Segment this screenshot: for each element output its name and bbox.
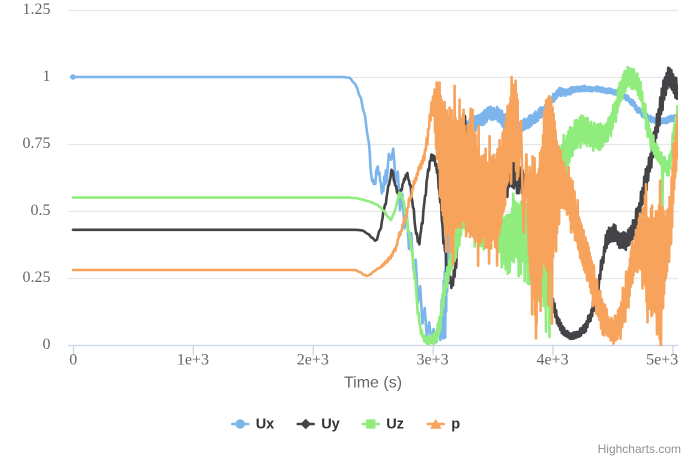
svg-text:1: 1 <box>43 68 51 85</box>
svg-text:Uz: Uz <box>386 416 404 432</box>
svg-text:0: 0 <box>69 352 77 369</box>
svg-text:p: p <box>451 416 460 432</box>
svg-text:Ux: Ux <box>256 416 275 432</box>
svg-text:2e+3: 2e+3 <box>297 352 329 369</box>
svg-text:5e+3: 5e+3 <box>646 352 678 369</box>
svg-text:Uy: Uy <box>321 416 340 432</box>
svg-text:0.75: 0.75 <box>23 135 51 152</box>
svg-text:3e+3: 3e+3 <box>417 352 449 369</box>
svg-text:1e+3: 1e+3 <box>177 352 209 369</box>
svg-text:0: 0 <box>43 336 51 353</box>
svg-text:1.25: 1.25 <box>23 1 51 18</box>
svg-text:Time (s): Time (s) <box>344 375 402 392</box>
svg-text:0.25: 0.25 <box>23 269 51 286</box>
svg-text:Highcharts.com: Highcharts.com <box>598 442 681 456</box>
svg-text:0.5: 0.5 <box>31 202 51 219</box>
svg-text:4e+3: 4e+3 <box>536 352 568 369</box>
